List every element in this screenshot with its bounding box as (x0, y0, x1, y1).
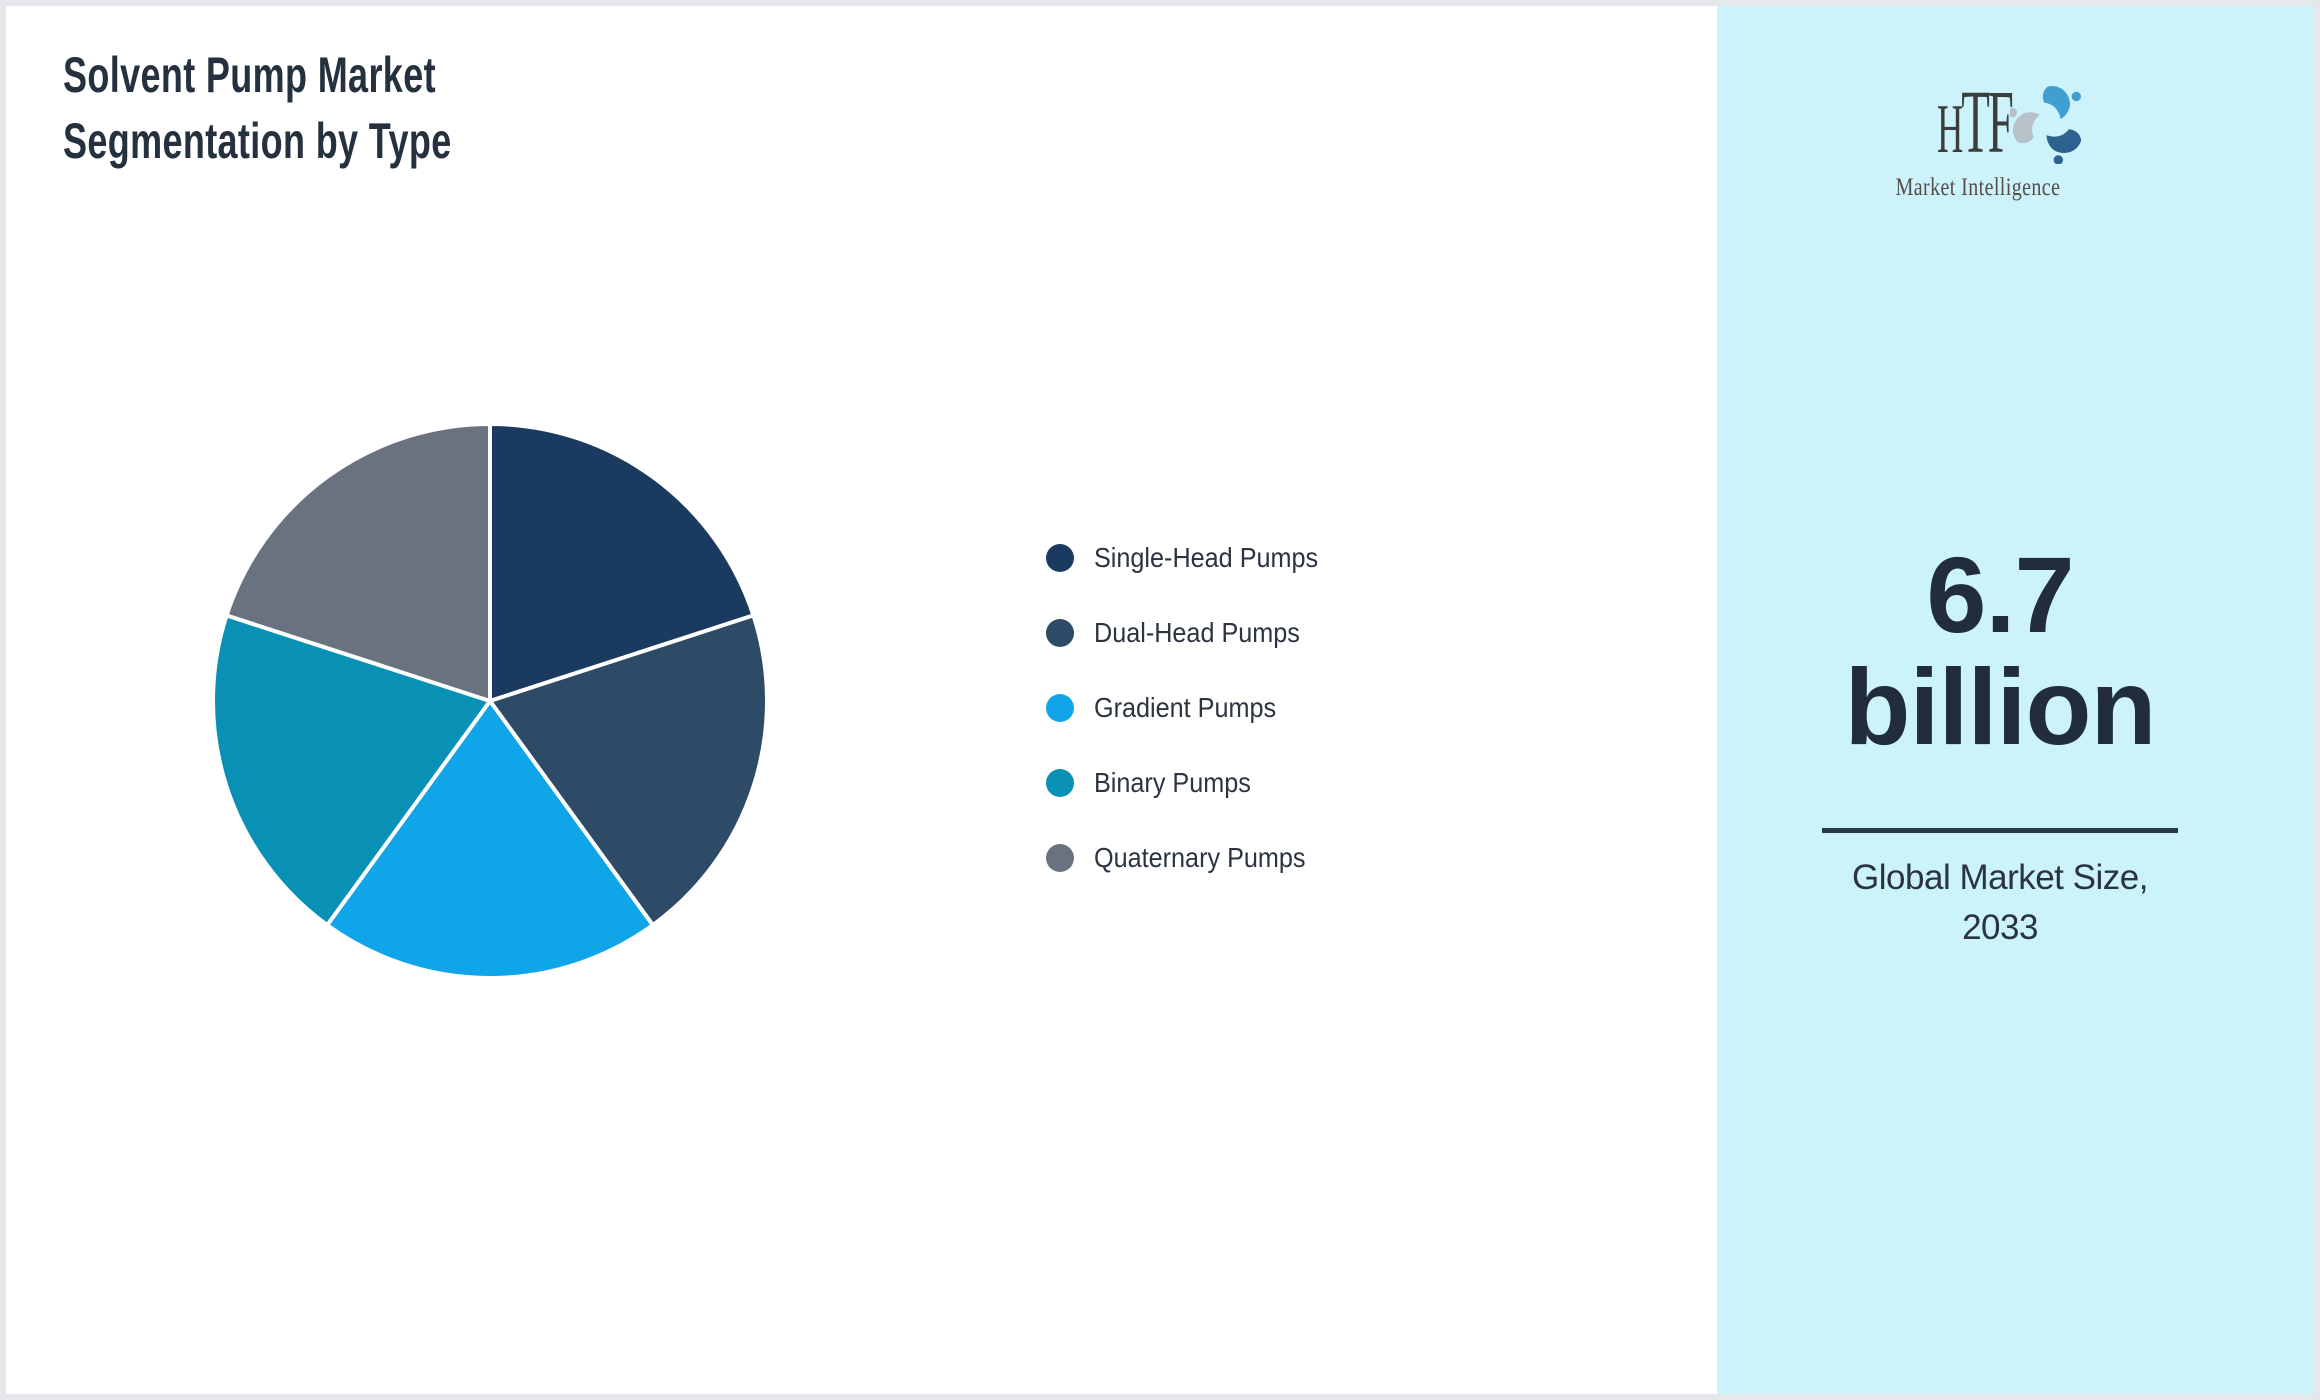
logo-row: HTF (1717, 78, 2239, 174)
market-size-value: 6.7 billion (1717, 539, 2283, 763)
pie-slice-1 (488, 613, 769, 928)
legend-swatch (1046, 693, 1074, 722)
market-size-value-line1: 6.7 (1926, 534, 2074, 655)
pie-slice-0 (488, 422, 756, 703)
divider-line (1822, 828, 2178, 833)
legend-swatch (1046, 768, 1074, 797)
page-title-line1: Solvent Pump Market (63, 47, 436, 103)
legend-label: Binary Pumps (1094, 766, 1251, 798)
legend-label: Gradient Pumps (1094, 691, 1277, 723)
dolphin-swirl-icon (2009, 85, 2081, 164)
logo-subtext: Market Intelligence (1895, 174, 2061, 201)
legend-label: Single-Head Pumps (1094, 541, 1319, 573)
legend-swatch (1046, 618, 1074, 647)
htf-logo: HTF Market Intelligence (1717, 78, 2239, 202)
legend-swatch (1046, 543, 1074, 572)
market-size-label-line1: Global Market Size, (1852, 858, 2148, 897)
legend-item: Binary Pumps (1046, 759, 1343, 806)
logo-text: HTF (1937, 73, 2014, 172)
legend: Single-Head Pumps Dual-Head Pumps Gradient… (1046, 534, 1343, 909)
legend-item: Dual-Head Pumps (1046, 609, 1343, 656)
market-size-value-line2: billion (1844, 646, 2157, 767)
legend-label: Quaternary Pumps (1094, 841, 1306, 873)
legend-label: Dual-Head Pumps (1094, 616, 1300, 648)
pie-chart (211, 422, 769, 981)
pie-slice-3 (211, 613, 492, 928)
market-size-label: Global Market Size, 2033 (1717, 853, 2283, 953)
page-title: Solvent Pump Market Segmentation by Type (63, 42, 452, 174)
pie-slice-2 (325, 699, 655, 981)
legend-item: Quaternary Pumps (1046, 834, 1343, 881)
sidebar-panel: HTF Market Intelligence (1717, 6, 2314, 1394)
legend-swatch (1046, 843, 1074, 872)
pie-slice-4 (224, 422, 492, 703)
market-size-label-line2: 2033 (1962, 908, 2038, 947)
legend-item: Single-Head Pumps (1046, 534, 1343, 581)
legend-item: Gradient Pumps (1046, 684, 1343, 731)
page-title-line2: Segmentation by Type (63, 113, 452, 169)
